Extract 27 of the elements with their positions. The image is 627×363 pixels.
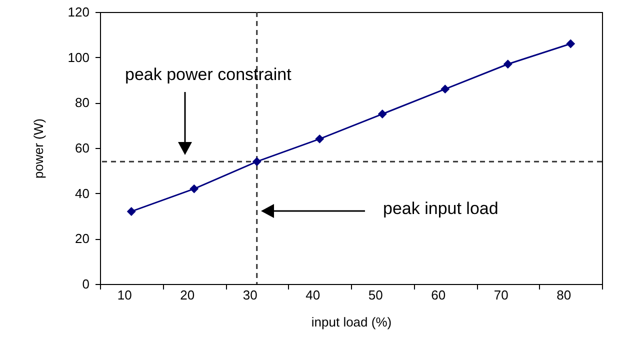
x-tick-label: 60 (431, 288, 446, 302)
y-tick-label: 120 (68, 4, 90, 20)
x-axis-title: input load (%) (311, 314, 392, 330)
annotation: peak power constraint (125, 65, 292, 84)
point (252, 157, 262, 166)
x-tick-label: 70 (494, 288, 508, 302)
x-tick-label: 10 (117, 288, 132, 302)
y-axis-title: power (W) (30, 118, 46, 178)
y-tick-label: 0 (82, 276, 90, 292)
point (440, 84, 450, 94)
x-tick-label: 40 (306, 288, 320, 302)
x-tick-label: 20 (180, 288, 195, 302)
point (503, 60, 512, 69)
x-tick-label: 80 (556, 288, 572, 302)
y-tick-label: 20 (75, 231, 90, 246)
annotation: peak input load (383, 199, 498, 218)
y-tick-label: 40 (75, 186, 90, 201)
point (566, 39, 576, 48)
point (190, 184, 199, 194)
point (126, 206, 136, 216)
y-tick-label: 100 (68, 50, 90, 65)
y-tick-label: 60 (75, 140, 90, 156)
point (315, 134, 324, 144)
x-tick-label: 50 (368, 288, 383, 302)
point (378, 110, 387, 118)
y-tick-label: 80 (75, 95, 90, 110)
x-tick-label: 30 (242, 288, 258, 302)
